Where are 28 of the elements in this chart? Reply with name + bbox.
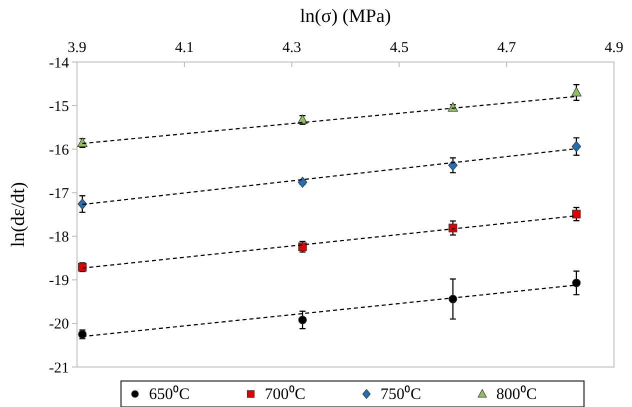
x-tick-label: 4.9: [604, 40, 624, 56]
point: [298, 316, 307, 324]
x-tick-label: 4.7: [497, 40, 516, 56]
x-tick-label: 4.1: [175, 40, 194, 56]
point: [298, 176, 308, 188]
x-tick-label: 3.9: [68, 40, 86, 56]
y-tick-label: -20: [49, 316, 69, 333]
x-axis-title: ln(σ) (MPa): [300, 6, 391, 27]
y-tick-label: -17: [49, 186, 70, 202]
legend-label: 800⁰C: [496, 385, 537, 403]
point: [448, 224, 458, 232]
y-tick-label: -16: [49, 142, 70, 158]
y-tick-label: -21: [49, 360, 69, 376]
legend-label: 750⁰C: [380, 385, 422, 403]
legend-label: 650⁰C: [149, 385, 190, 403]
point: [571, 87, 582, 96]
point: [572, 210, 581, 218]
y-tick-label: -19: [49, 273, 69, 290]
x-tick-label: 4.3: [282, 40, 302, 56]
point: [448, 294, 458, 304]
point: [572, 278, 581, 288]
y-tick-label: -14: [49, 55, 70, 72]
point: [572, 141, 582, 152]
y-tick-label: -18: [49, 230, 69, 246]
legend-label: 700⁰C: [264, 385, 306, 403]
y-tick-label: -15: [49, 98, 69, 115]
x-tick-label: 4.5: [390, 40, 409, 56]
y-axis-title: ln(dε/dt): [8, 182, 29, 247]
